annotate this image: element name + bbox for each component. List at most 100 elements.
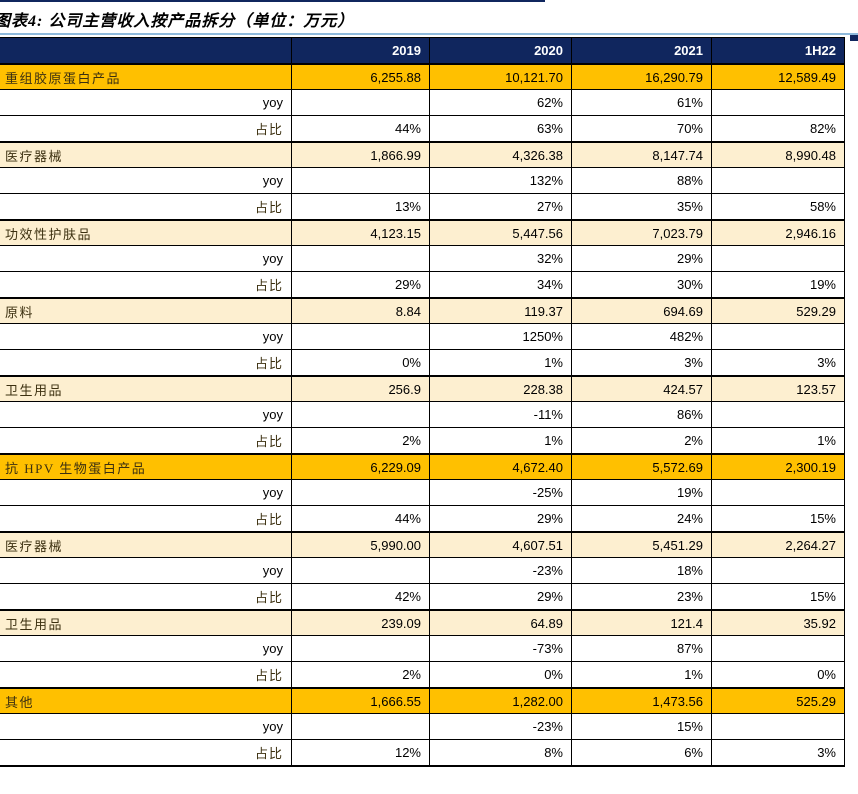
value-cell: 29% bbox=[292, 272, 430, 297]
value-cell: 12% bbox=[292, 740, 430, 765]
value-cell: 44% bbox=[292, 116, 430, 141]
table-row: yoy -23% 18% bbox=[0, 558, 845, 584]
value-cell: 1% bbox=[430, 350, 572, 375]
value-cell: 29% bbox=[430, 506, 572, 531]
value-cell: 58% bbox=[712, 194, 845, 219]
value-cell bbox=[292, 246, 430, 271]
value-cell: 3% bbox=[572, 350, 712, 375]
table-row: 占比 2% 1% 2% 1% bbox=[0, 428, 845, 454]
value-cell: 2,300.19 bbox=[712, 455, 845, 479]
value-cell: 121.4 bbox=[572, 611, 712, 635]
table-row: 抗 HPV 生物蛋白产品 6,229.09 4,672.40 5,572.69 2,30… bbox=[0, 454, 845, 480]
row-label-cell: 卫生用品 bbox=[0, 377, 292, 401]
value-cell: 30% bbox=[572, 272, 712, 297]
value-cell: 35.92 bbox=[712, 611, 845, 635]
value-cell: 424.57 bbox=[572, 377, 712, 401]
row-label-cell: 卫生用品 bbox=[0, 611, 292, 635]
value-cell: 8% bbox=[430, 740, 572, 765]
header-label-cell bbox=[0, 38, 292, 63]
value-cell: 15% bbox=[712, 506, 845, 531]
value-cell: 12,589.49 bbox=[712, 65, 845, 89]
top-divider-line bbox=[0, 0, 545, 2]
value-cell: 4,326.38 bbox=[430, 143, 572, 167]
table-row: 卫生用品 256.9 228.38 424.57 123.57 bbox=[0, 376, 845, 402]
table-row: 重组胶原蛋白产品 6,255.88 10,121.70 16,290.79 12,589… bbox=[0, 64, 845, 90]
value-cell bbox=[712, 714, 845, 739]
row-label-cell: 医疗器械 bbox=[0, 143, 292, 167]
value-cell bbox=[712, 558, 845, 583]
value-cell: 29% bbox=[430, 584, 572, 609]
value-cell: 6% bbox=[572, 740, 712, 765]
value-cell: 32% bbox=[430, 246, 572, 271]
value-cell bbox=[712, 246, 845, 271]
value-cell bbox=[292, 480, 430, 505]
value-cell: 88% bbox=[572, 168, 712, 193]
table-row: 占比 0% 1% 3% 3% bbox=[0, 350, 845, 376]
value-cell: 2,264.27 bbox=[712, 533, 845, 557]
value-cell: 34% bbox=[430, 272, 572, 297]
value-cell bbox=[292, 324, 430, 349]
table-row: 功效性护肤品 4,123.15 5,447.56 7,023.79 2,946.16 bbox=[0, 220, 845, 246]
table-row: yoy -11% 86% bbox=[0, 402, 845, 428]
value-cell: 87% bbox=[572, 636, 712, 661]
value-cell: 63% bbox=[430, 116, 572, 141]
value-cell: 10,121.70 bbox=[430, 65, 572, 89]
value-cell: 29% bbox=[572, 246, 712, 271]
value-cell: 0% bbox=[712, 662, 845, 687]
value-cell: -23% bbox=[430, 714, 572, 739]
table-header-row: 2019 2020 2021 1H22 bbox=[0, 38, 845, 64]
value-cell: 61% bbox=[572, 90, 712, 115]
revenue-breakdown-table: 2019 2020 2021 1H22 重组胶原蛋白产品 6,255.88 10,121.7… bbox=[0, 37, 845, 767]
table-row: 占比 42% 29% 23% 15% bbox=[0, 584, 845, 610]
table-row: 占比 44% 63% 70% 82% bbox=[0, 116, 845, 142]
value-cell: -73% bbox=[430, 636, 572, 661]
adjacent-table-fragment bbox=[850, 35, 858, 41]
row-label-cell: yoy bbox=[0, 480, 292, 505]
column-header: 2021 bbox=[572, 38, 712, 63]
value-cell: 1% bbox=[572, 662, 712, 687]
row-label-cell: yoy bbox=[0, 402, 292, 427]
value-cell: 7,023.79 bbox=[572, 221, 712, 245]
value-cell: 1,866.99 bbox=[292, 143, 430, 167]
value-cell: 0% bbox=[430, 662, 572, 687]
table-row: 占比 2% 0% 1% 0% bbox=[0, 662, 845, 688]
value-cell: 42% bbox=[292, 584, 430, 609]
value-cell: 132% bbox=[430, 168, 572, 193]
table-row: yoy 62% 61% bbox=[0, 90, 845, 116]
row-label-cell: yoy bbox=[0, 90, 292, 115]
value-cell: 5,447.56 bbox=[430, 221, 572, 245]
row-label-cell: 其他 bbox=[0, 689, 292, 713]
row-label-cell: 重组胶原蛋白产品 bbox=[0, 65, 292, 89]
value-cell bbox=[292, 636, 430, 661]
value-cell: 8.84 bbox=[292, 299, 430, 323]
row-label-cell: 占比 bbox=[0, 506, 292, 531]
row-label-cell: 占比 bbox=[0, 350, 292, 375]
value-cell: 15% bbox=[572, 714, 712, 739]
value-cell: 228.38 bbox=[430, 377, 572, 401]
value-cell: 119.37 bbox=[430, 299, 572, 323]
value-cell: 6,255.88 bbox=[292, 65, 430, 89]
row-label-cell: 原料 bbox=[0, 299, 292, 323]
value-cell bbox=[712, 636, 845, 661]
value-cell: 1250% bbox=[430, 324, 572, 349]
value-cell bbox=[712, 90, 845, 115]
table-row: yoy 1250% 482% bbox=[0, 324, 845, 350]
value-cell: 1,473.56 bbox=[572, 689, 712, 713]
row-label-cell: yoy bbox=[0, 636, 292, 661]
table-row: 占比 12% 8% 6% 3% bbox=[0, 740, 845, 766]
row-label-cell: 占比 bbox=[0, 116, 292, 141]
value-cell bbox=[712, 480, 845, 505]
value-cell: -11% bbox=[430, 402, 572, 427]
value-cell: 525.29 bbox=[712, 689, 845, 713]
value-cell: 86% bbox=[572, 402, 712, 427]
table-row: 占比 29% 34% 30% 19% bbox=[0, 272, 845, 298]
row-label-cell: yoy bbox=[0, 246, 292, 271]
table-row: yoy 132% 88% bbox=[0, 168, 845, 194]
row-label-cell: 占比 bbox=[0, 194, 292, 219]
value-cell: 1% bbox=[430, 428, 572, 453]
value-cell: 239.09 bbox=[292, 611, 430, 635]
table-row: yoy -25% 19% bbox=[0, 480, 845, 506]
table-row: 占比 44% 29% 24% 15% bbox=[0, 506, 845, 532]
value-cell: 4,123.15 bbox=[292, 221, 430, 245]
value-cell: 1,666.55 bbox=[292, 689, 430, 713]
